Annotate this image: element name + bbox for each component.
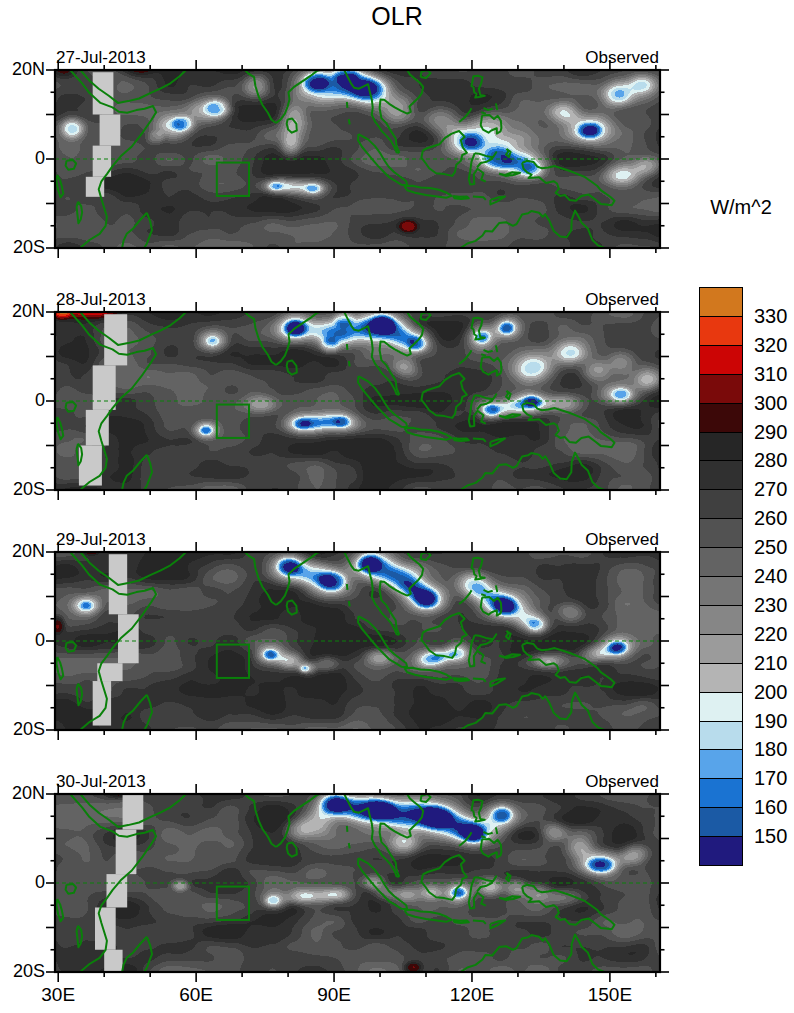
colorbar-tick-label: 330	[754, 305, 787, 328]
colorbar-cell	[699, 345, 743, 375]
olr-field-canvas	[55, 70, 660, 248]
x-tick-label: 150E	[588, 984, 632, 1006]
chart-title: OLR	[0, 2, 794, 31]
colorbar-tick-label: 240	[754, 565, 787, 588]
x-tick-label: 30E	[41, 984, 75, 1006]
colorbar-tick-label: 320	[754, 334, 787, 357]
map-panel: 27-Jul-2013Observed20N020S	[55, 70, 660, 248]
colorbar-cell	[699, 316, 743, 346]
colorbar-tick-label: 160	[754, 796, 787, 819]
map-panel: 29-Jul-2013Observed20N020S	[55, 552, 660, 730]
y-tick-label: 20S	[13, 479, 45, 500]
colorbar-tick-label: 260	[754, 507, 787, 530]
x-tick-label: 90E	[317, 984, 351, 1006]
colorbar-tick-label: 290	[754, 421, 787, 444]
colorbar-cell	[699, 460, 743, 490]
olr-field-canvas	[55, 312, 660, 490]
panel-date-label: 28-Jul-2013	[56, 290, 146, 310]
colorbar-cell	[699, 576, 743, 606]
y-tick-label: 0	[35, 148, 45, 169]
colorbar-cell	[699, 663, 743, 693]
y-tick-label: 20N	[12, 541, 45, 562]
colorbar-tick-label: 270	[754, 478, 787, 501]
colorbar-tick-label: 300	[754, 392, 787, 415]
colorbar: 330 320 310 300 290 280 270 260 250 240 230 220 210 2…	[699, 287, 794, 865]
panel-source-label: Observed	[585, 290, 659, 310]
y-tick-label: 20N	[12, 783, 45, 804]
colorbar-cell	[699, 547, 743, 577]
colorbar-tick-label: 180	[754, 738, 787, 761]
y-tick-label: 20N	[12, 59, 45, 80]
colorbar-cell	[699, 489, 743, 519]
panel-date-label: 30-Jul-2013	[56, 772, 146, 792]
y-tick-label: 0	[35, 390, 45, 411]
colorbar-cell	[699, 836, 743, 866]
olr-field-canvas	[55, 552, 660, 730]
colorbar-tick-label: 280	[754, 449, 787, 472]
map-panel: 28-Jul-2013Observed20N020S	[55, 312, 660, 490]
colorbar-tick-label: 230	[754, 594, 787, 617]
colorbar-tick-label: 190	[754, 710, 787, 733]
colorbar-tick-label: 220	[754, 623, 787, 646]
colorbar-tick-label: 200	[754, 681, 787, 704]
colorbar-cell	[699, 432, 743, 461]
colorbar-cell	[699, 518, 743, 548]
colorbar-cell	[699, 403, 743, 433]
colorbar-cell	[699, 374, 743, 404]
y-tick-label: 20N	[12, 301, 45, 322]
colorbar-cell	[699, 749, 743, 779]
y-tick-label: 0	[35, 630, 45, 651]
map-panel: 30-Jul-2013Observed20N020S30E60E90E120E1…	[55, 794, 660, 972]
olr-field-canvas	[55, 794, 660, 972]
x-tick-label: 120E	[450, 984, 494, 1006]
y-tick-label: 20S	[13, 719, 45, 740]
colorbar-cell	[699, 721, 743, 750]
colorbar-cell	[699, 778, 743, 808]
panel-date-label: 27-Jul-2013	[56, 48, 146, 68]
colorbar-cell	[699, 605, 743, 635]
colorbar-cell	[699, 634, 743, 664]
colorbar-tick-label: 170	[754, 767, 787, 790]
colorbar-unit-label: W/m^2	[689, 196, 793, 219]
figure: OLR W/m^2 27-Jul-2013Observed20N020S28-J…	[0, 0, 794, 1013]
panel-date-label: 29-Jul-2013	[56, 530, 146, 550]
panel-source-label: Observed	[585, 530, 659, 550]
y-tick-label: 20S	[13, 961, 45, 982]
colorbar-tick-label: 210	[754, 652, 787, 675]
y-tick-label: 0	[35, 872, 45, 893]
panel-source-label: Observed	[585, 48, 659, 68]
colorbar-cell	[699, 807, 743, 837]
y-tick-label: 20S	[13, 237, 45, 258]
panel-source-label: Observed	[585, 772, 659, 792]
colorbar-tick-label: 310	[754, 363, 787, 386]
colorbar-cell	[699, 287, 743, 317]
colorbar-tick-label: 150	[754, 825, 787, 848]
colorbar-cell	[699, 692, 743, 722]
x-tick-label: 60E	[179, 984, 213, 1006]
colorbar-tick-label: 250	[754, 536, 787, 559]
